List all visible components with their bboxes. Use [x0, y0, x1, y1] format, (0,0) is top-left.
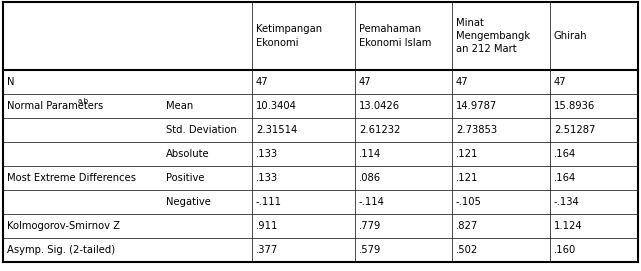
Text: N: N: [7, 77, 15, 87]
Text: .579: .579: [359, 245, 381, 255]
Text: 2.31514: 2.31514: [256, 125, 297, 135]
Text: .114: .114: [359, 149, 381, 159]
Text: 47: 47: [359, 77, 372, 87]
Text: .133: .133: [256, 149, 278, 159]
Text: Absolute: Absolute: [166, 149, 210, 159]
Text: Negative: Negative: [166, 197, 211, 207]
Text: Kolmogorov-Smirnov Z: Kolmogorov-Smirnov Z: [7, 221, 120, 231]
Text: .377: .377: [256, 245, 278, 255]
Text: 10.3404: 10.3404: [256, 101, 297, 111]
Text: Ketimpangan
Ekonomi: Ketimpangan Ekonomi: [256, 24, 322, 48]
Text: 13.0426: 13.0426: [359, 101, 400, 111]
Text: .160: .160: [554, 245, 576, 255]
Text: Normal Parameters: Normal Parameters: [7, 101, 103, 111]
Text: .164: .164: [554, 149, 576, 159]
Text: 1.124: 1.124: [554, 221, 583, 231]
Text: 15.8936: 15.8936: [554, 101, 595, 111]
Text: Mean: Mean: [166, 101, 193, 111]
Text: 47: 47: [554, 77, 567, 87]
Text: 2.61232: 2.61232: [359, 125, 401, 135]
Text: 2.51287: 2.51287: [554, 125, 595, 135]
Text: Pemahaman
Ekonomi Islam: Pemahaman Ekonomi Islam: [359, 24, 431, 48]
Text: .779: .779: [359, 221, 381, 231]
Text: .911: .911: [256, 221, 278, 231]
Text: .121: .121: [456, 149, 478, 159]
Text: Minat
Mengembangk
an 212 Mart: Minat Mengembangk an 212 Mart: [456, 18, 530, 54]
Text: .086: .086: [359, 173, 381, 183]
Text: Most Extreme Differences: Most Extreme Differences: [7, 173, 136, 183]
Text: 47: 47: [456, 77, 469, 87]
Text: Std. Deviation: Std. Deviation: [166, 125, 237, 135]
Text: .827: .827: [456, 221, 478, 231]
Text: .502: .502: [456, 245, 478, 255]
Text: Positive: Positive: [166, 173, 204, 183]
Text: Ghirah: Ghirah: [554, 31, 588, 41]
Text: -.105: -.105: [456, 197, 482, 207]
Text: .164: .164: [554, 173, 576, 183]
Text: 2.73853: 2.73853: [456, 125, 497, 135]
Text: 14.9787: 14.9787: [456, 101, 497, 111]
Text: .133: .133: [256, 173, 278, 183]
Text: -.134: -.134: [554, 197, 579, 207]
Text: .121: .121: [456, 173, 478, 183]
Text: Asymp. Sig. (2-tailed): Asymp. Sig. (2-tailed): [7, 245, 115, 255]
Text: -.111: -.111: [256, 197, 282, 207]
Text: -.114: -.114: [359, 197, 385, 207]
Text: 47: 47: [256, 77, 269, 87]
Text: a,b: a,b: [78, 98, 89, 104]
